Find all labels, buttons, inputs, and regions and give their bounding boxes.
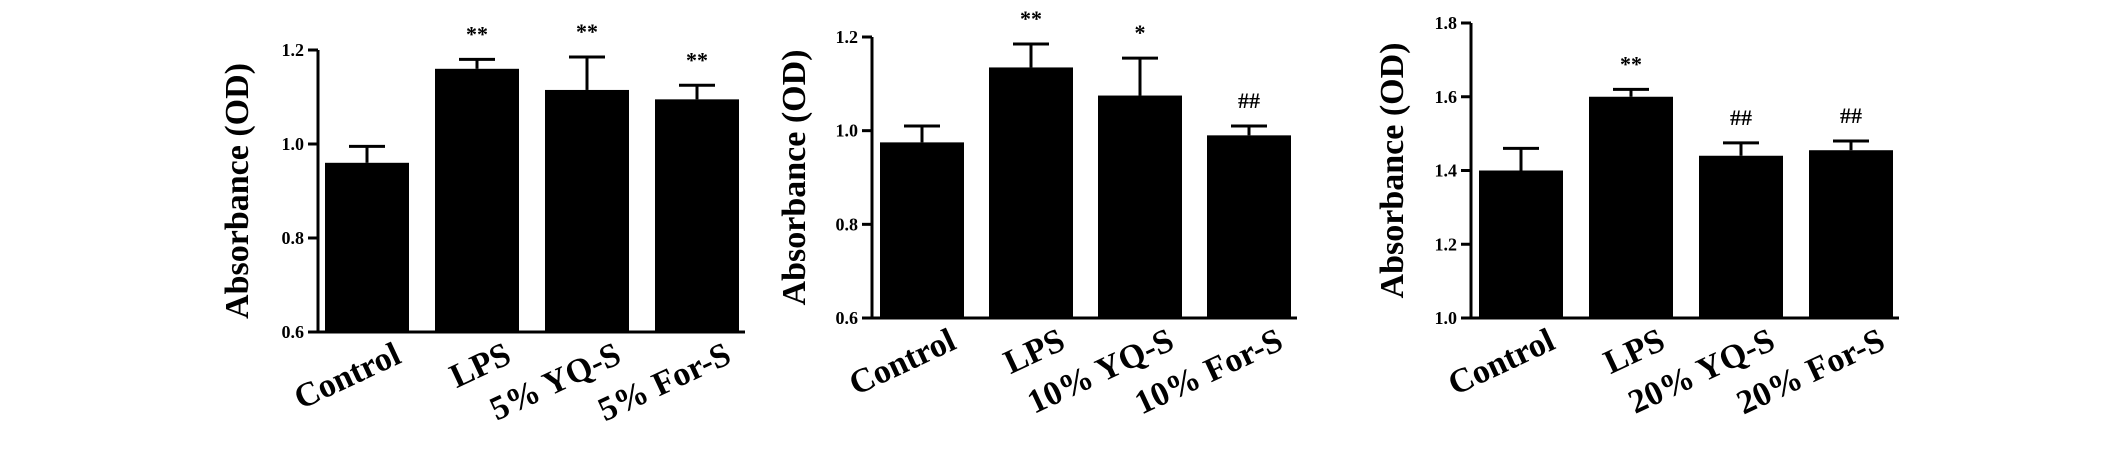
significance-marker: ** xyxy=(576,19,598,44)
bar xyxy=(435,68,519,333)
y-tick-label: 1.0 xyxy=(1435,308,1458,328)
significance-marker: ** xyxy=(686,47,708,72)
bar xyxy=(1699,155,1783,318)
category-label: Control xyxy=(1443,322,1561,403)
bar xyxy=(655,99,739,332)
bar xyxy=(1589,96,1673,318)
y-tick-label: 1.2 xyxy=(1435,234,1458,254)
y-tick-label: 1.0 xyxy=(282,134,305,154)
bar xyxy=(1098,95,1182,319)
y-tick-label: 1.2 xyxy=(282,40,305,60)
y-tick-label: 1.8 xyxy=(1435,13,1458,33)
y-axis-title: Absorbance (OD) xyxy=(1374,43,1411,299)
y-tick-label: 1.4 xyxy=(1435,161,1458,181)
y-tick-label: 0.8 xyxy=(282,228,305,248)
significance-marker: * xyxy=(1135,20,1146,45)
category-label: Control xyxy=(289,336,407,417)
y-tick-label: 1.0 xyxy=(836,121,859,141)
y-tick-label: 0.6 xyxy=(836,308,859,328)
y-tick-label: 1.6 xyxy=(1435,87,1458,107)
bar xyxy=(880,142,964,318)
y-axis-title: Absorbance (OD) xyxy=(776,50,813,306)
bar xyxy=(1207,135,1291,318)
bar xyxy=(1809,150,1893,318)
y-tick-label: 0.8 xyxy=(836,214,859,234)
category-label: Control xyxy=(844,322,962,403)
y-tick-label: 0.6 xyxy=(282,322,305,342)
y-tick-label: 1.2 xyxy=(836,27,859,47)
significance-marker: ** xyxy=(1620,51,1642,76)
significance-marker: ** xyxy=(1020,6,1042,31)
significance-marker: ## xyxy=(1238,88,1260,113)
bar xyxy=(325,162,409,332)
significance-marker: ## xyxy=(1730,105,1752,130)
bar xyxy=(1479,170,1563,318)
bar xyxy=(989,67,1073,318)
significance-marker: ** xyxy=(466,21,488,46)
bar xyxy=(545,89,629,332)
y-axis-title: Absorbance (OD) xyxy=(219,63,256,319)
significance-marker: ## xyxy=(1840,103,1862,128)
